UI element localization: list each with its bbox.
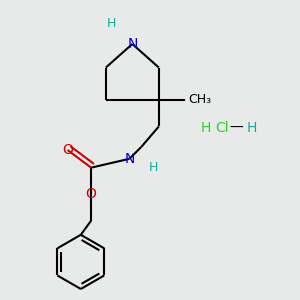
Text: N: N bbox=[127, 37, 137, 51]
Text: H: H bbox=[107, 17, 116, 30]
Text: H: H bbox=[201, 121, 211, 135]
Text: H: H bbox=[246, 121, 257, 135]
Text: O: O bbox=[62, 143, 73, 157]
Text: Cl: Cl bbox=[215, 121, 229, 135]
Text: H: H bbox=[148, 161, 158, 174]
Text: N: N bbox=[124, 152, 135, 166]
Text: —: — bbox=[230, 121, 243, 135]
Text: O: O bbox=[86, 187, 97, 201]
Text: CH₃: CH₃ bbox=[188, 93, 212, 106]
